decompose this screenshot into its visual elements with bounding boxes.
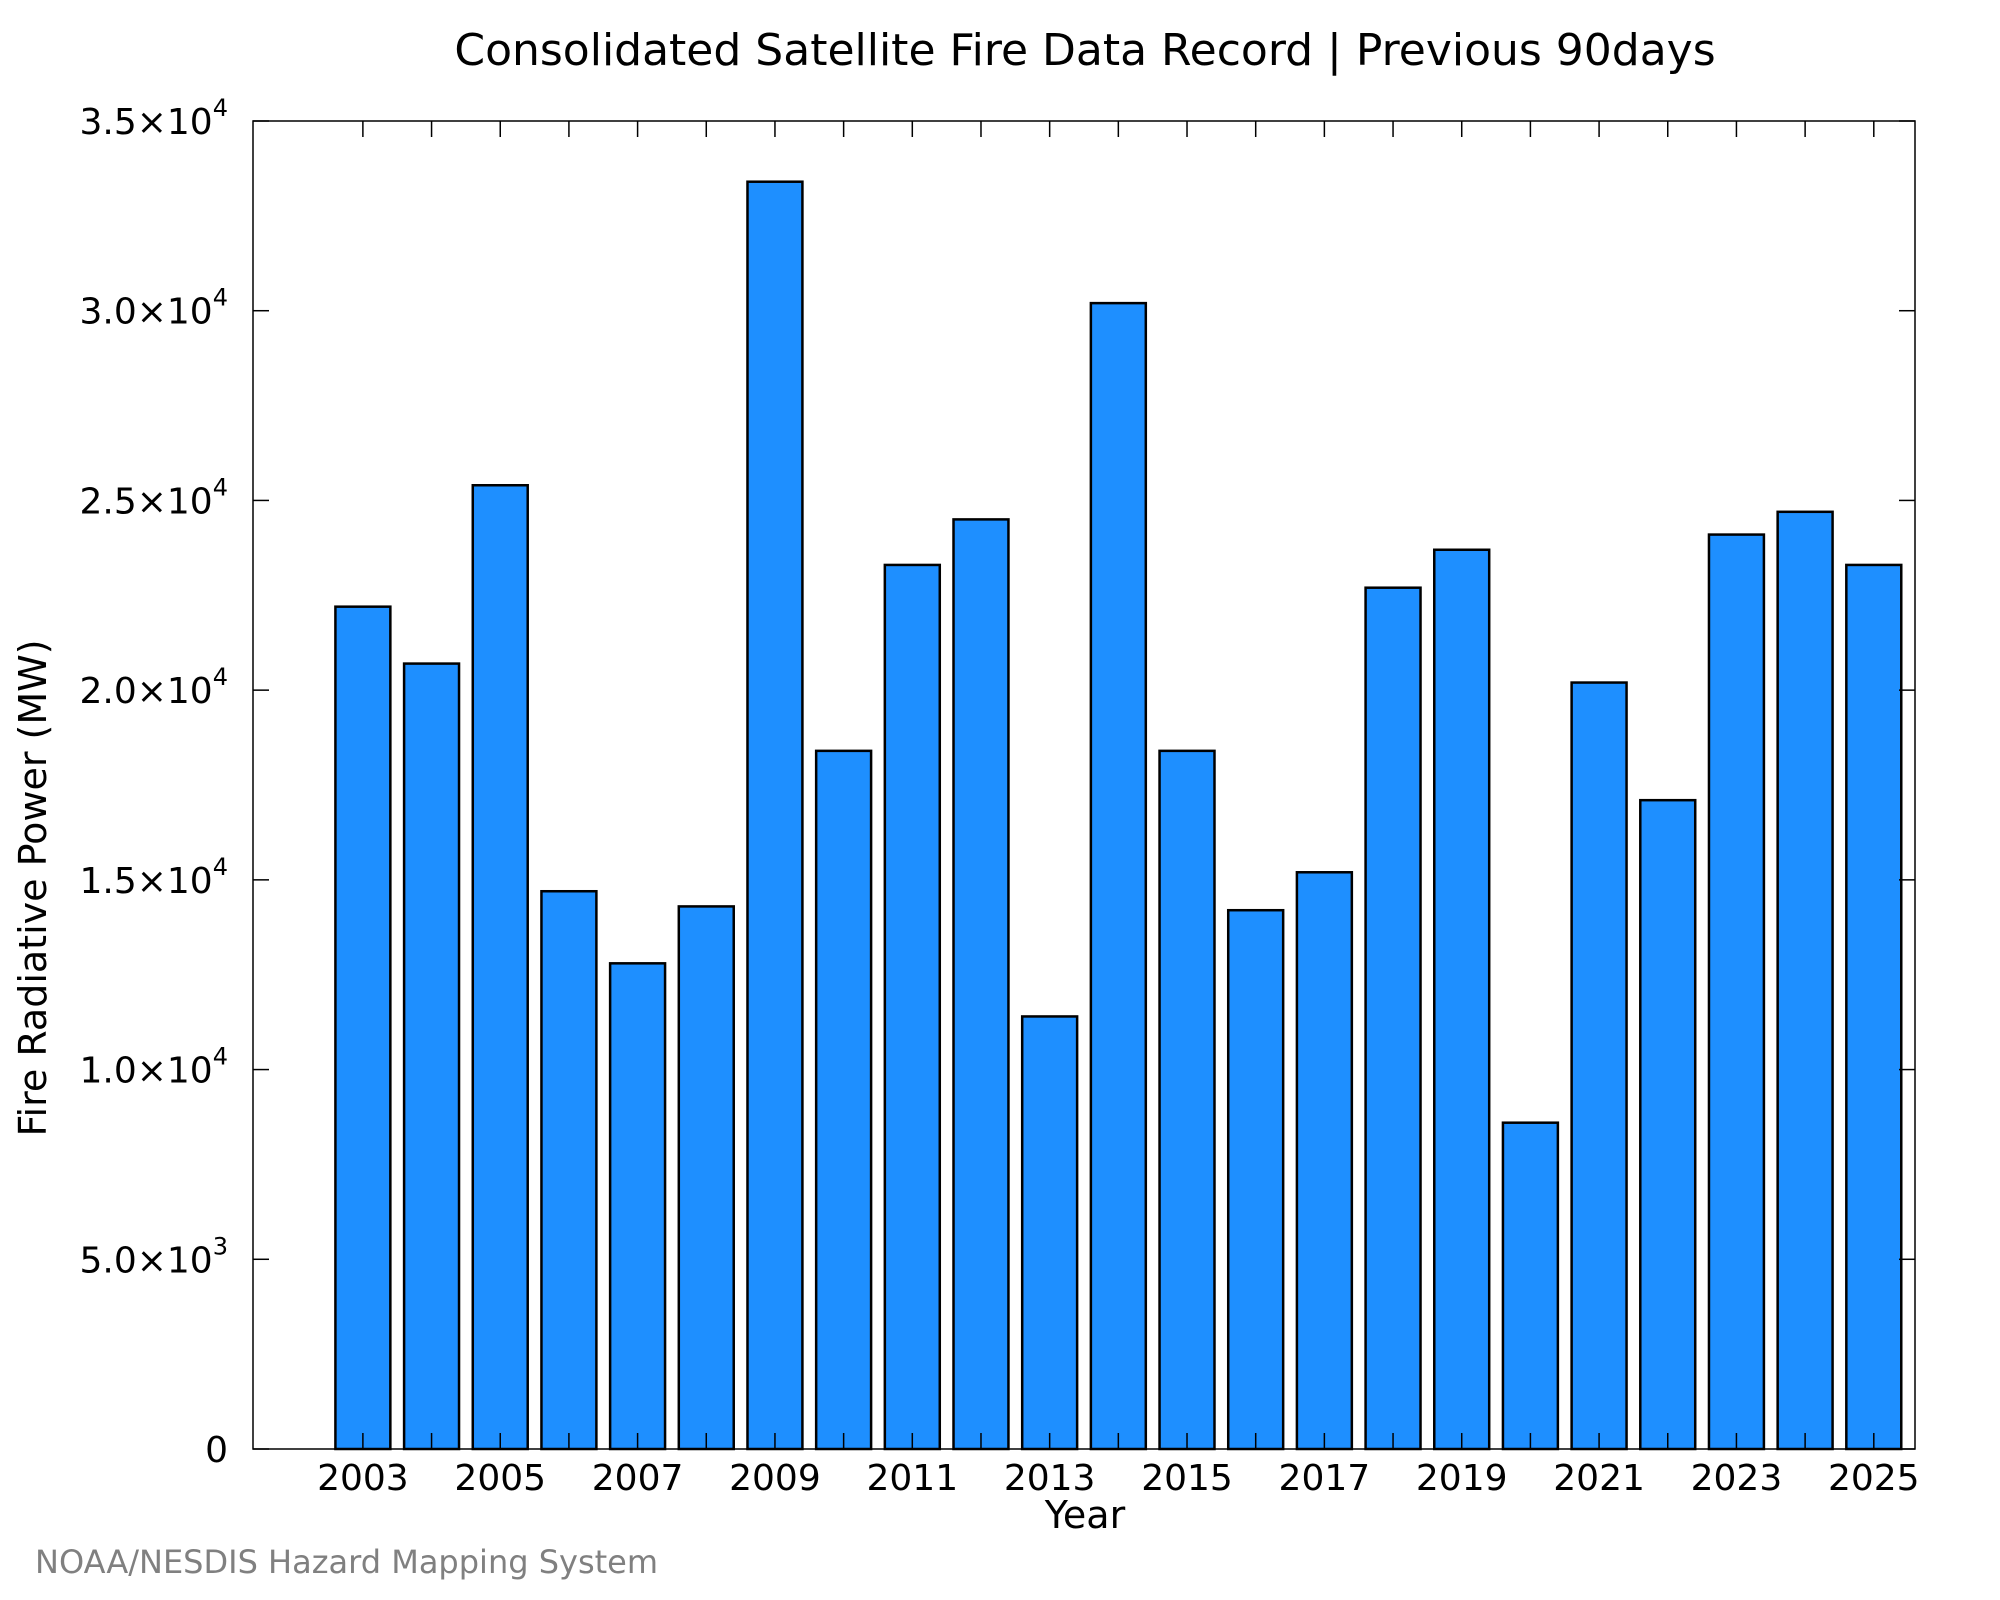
x-tick-label: 2011 xyxy=(866,1458,958,1499)
y-tick-label: 0 xyxy=(205,1430,228,1471)
x-tick-label: 2021 xyxy=(1553,1458,1645,1499)
x-tick-label: 2017 xyxy=(1279,1458,1371,1499)
bar-2016 xyxy=(1226,908,1285,1451)
x-tick-label: 2005 xyxy=(454,1458,546,1499)
credit-text: NOAA/NESDIS Hazard Mapping System xyxy=(35,1543,658,1581)
x-tick-label: 2009 xyxy=(729,1458,821,1499)
bar-2024 xyxy=(1776,510,1834,1451)
bar-2004 xyxy=(402,662,461,1451)
bar-2020 xyxy=(1501,1121,1560,1451)
bar-2008 xyxy=(677,905,735,1451)
x-tick-label: 2007 xyxy=(592,1458,684,1499)
bar-2017 xyxy=(1295,871,1354,1451)
bar-2014 xyxy=(1089,301,1148,1451)
bar-2009 xyxy=(746,180,804,1451)
plot-frame xyxy=(252,120,1916,1450)
y-axis-label: Fire Radiative Power (MW) xyxy=(11,639,55,1136)
x-tick-label: 2025 xyxy=(1828,1458,1920,1499)
x-tick-label: 2015 xyxy=(1141,1458,1233,1499)
y-tick-label: 2.5×104 xyxy=(79,473,228,522)
bar-2013 xyxy=(1020,1015,1079,1451)
bar-2021 xyxy=(1570,681,1628,1451)
x-tick-label: 2019 xyxy=(1416,1458,1508,1499)
bar-2012 xyxy=(952,518,1010,1451)
bar-2011 xyxy=(883,563,942,1451)
bar-series xyxy=(334,180,1903,1451)
bar-2003 xyxy=(334,605,392,1451)
x-axis-label: Year xyxy=(1044,1493,1126,1537)
y-tick-label: 5.0×103 xyxy=(79,1232,228,1281)
bar-2005 xyxy=(471,484,529,1451)
bar-2015 xyxy=(1158,749,1216,1451)
y-tick-label: 1.0×104 xyxy=(79,1043,228,1092)
y-tick-label: 3.0×104 xyxy=(79,284,228,333)
bar-2023 xyxy=(1707,533,1766,1451)
y-axis: 0 5.0×103 1.0×104 1.5×104 2.0×104 2.5×104 3.0×… xyxy=(79,94,1915,1471)
bar-2007 xyxy=(608,962,667,1451)
bar-2019 xyxy=(1433,548,1491,1451)
x-tick-label: 2003 xyxy=(317,1458,409,1499)
x-tick-label: 2013 xyxy=(1004,1458,1096,1499)
y-tick-label: 2.0×104 xyxy=(79,663,228,712)
x-axis: 2003 2005 2007 2009 2011 2013 2015 2017 2019 2021… xyxy=(317,121,1920,1499)
x-tick-label: 2023 xyxy=(1691,1458,1783,1499)
bar-2022 xyxy=(1639,798,1697,1451)
chart-title: Consolidated Satellite Fire Data Record … xyxy=(454,25,1715,76)
bar-2006 xyxy=(540,889,598,1451)
bar-2018 xyxy=(1364,586,1422,1451)
bar-2010 xyxy=(814,749,873,1451)
y-tick-label: 1.5×104 xyxy=(79,853,228,902)
y-tick-label: 3.5×104 xyxy=(79,94,228,143)
bar-2025 xyxy=(1845,563,1903,1451)
